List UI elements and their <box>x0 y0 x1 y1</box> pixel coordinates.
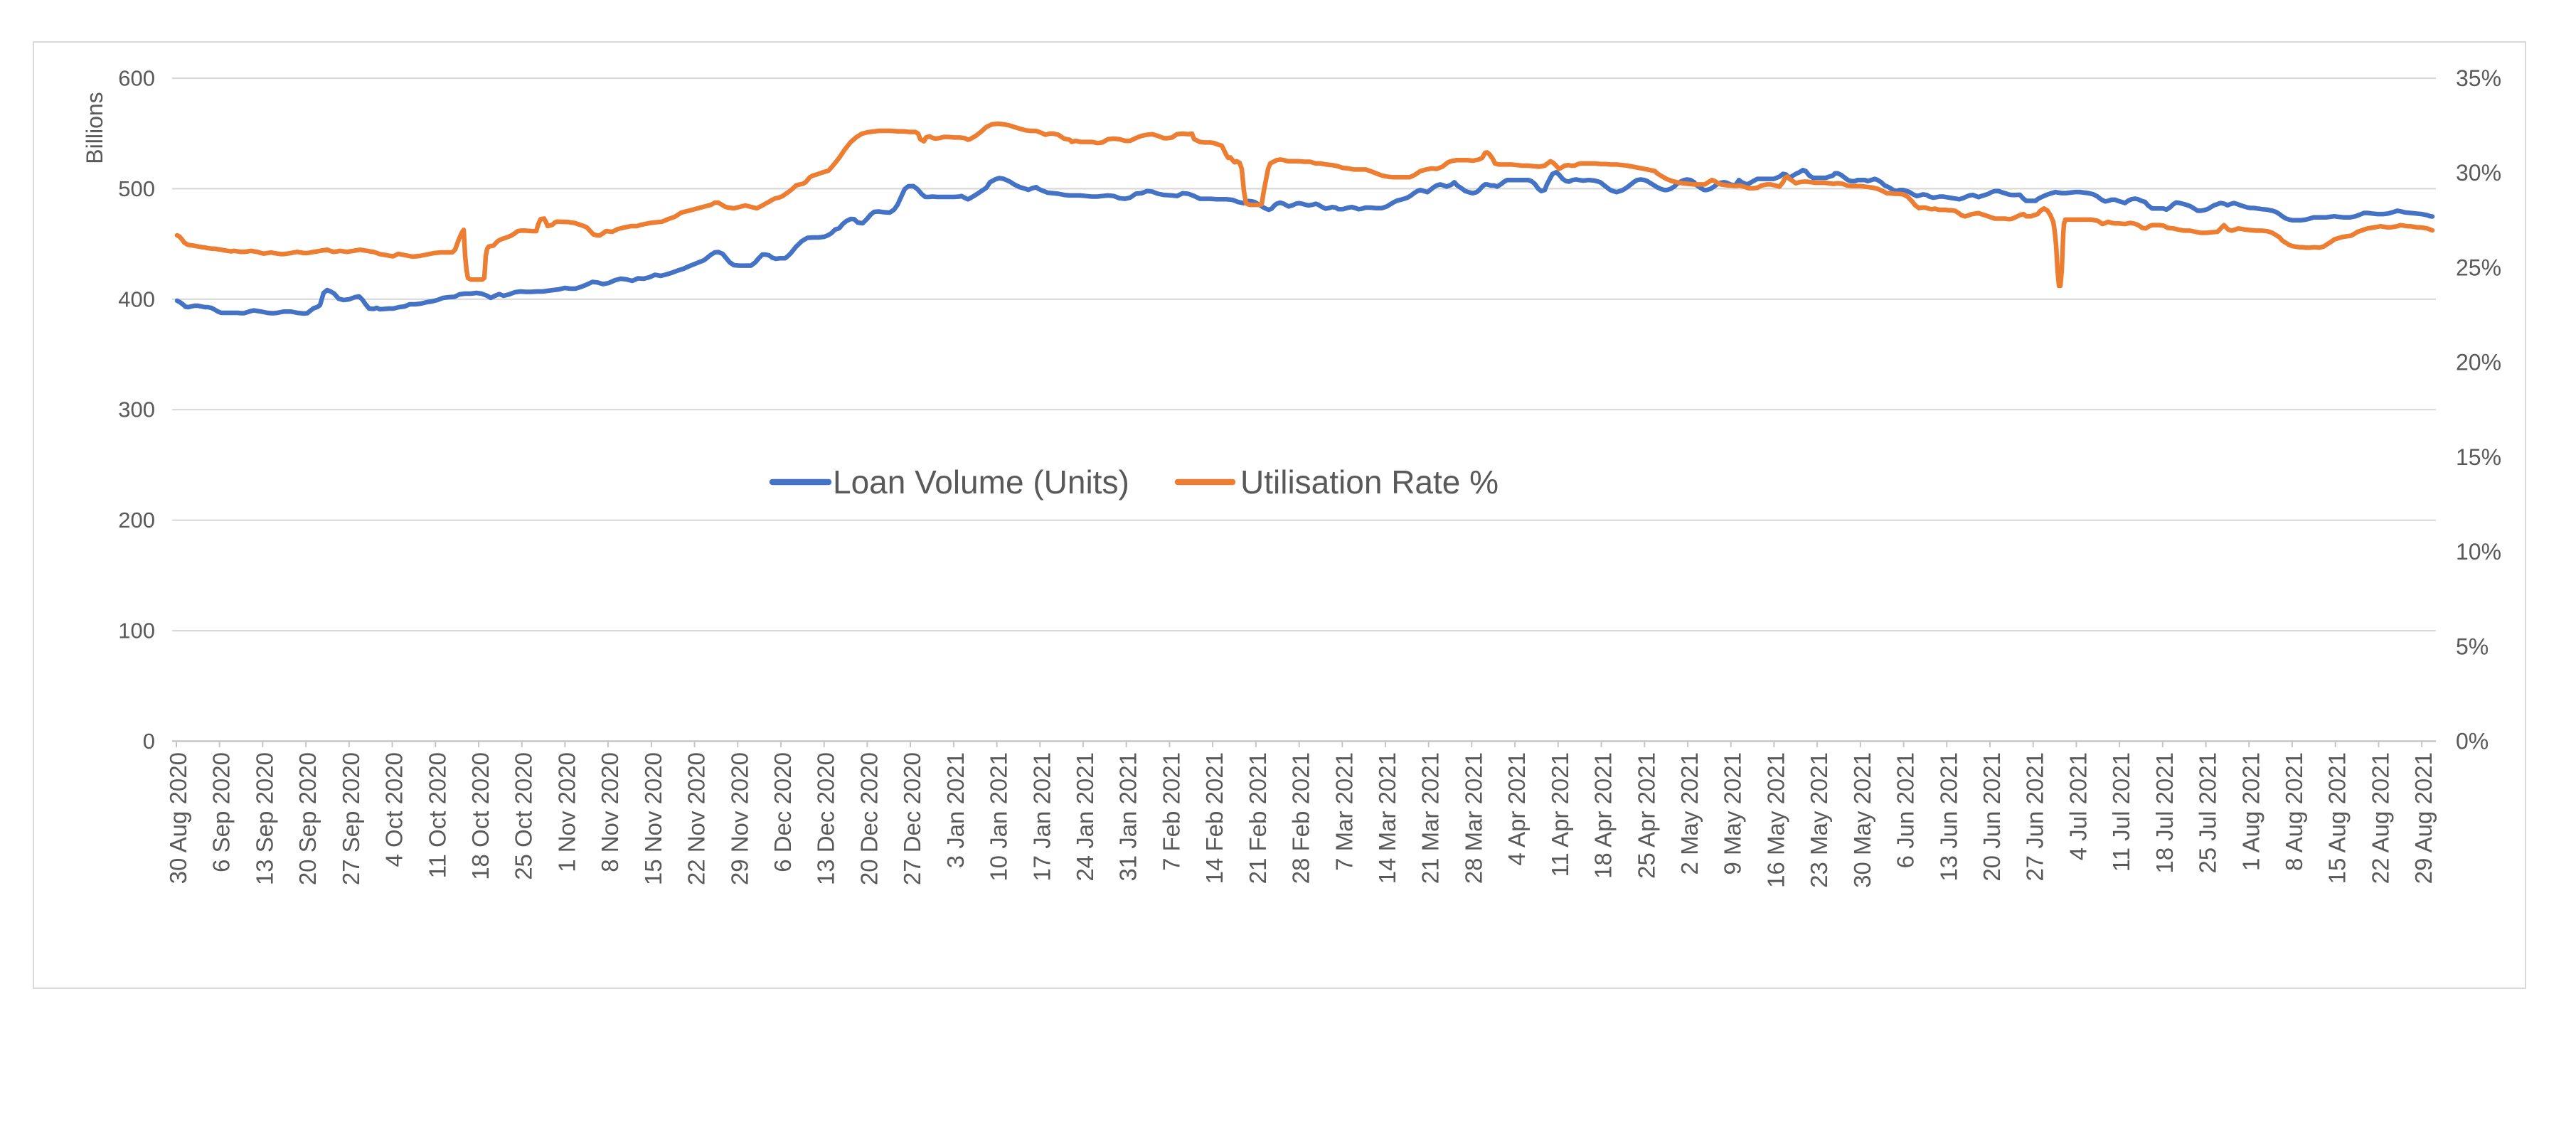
svg-text:11 Oct 2020: 11 Oct 2020 <box>424 752 450 878</box>
svg-text:13 Dec 2020: 13 Dec 2020 <box>813 752 839 885</box>
svg-text:27 Sep 2020: 27 Sep 2020 <box>338 752 364 885</box>
svg-text:8 Nov 2020: 8 Nov 2020 <box>597 752 623 872</box>
svg-text:6 Dec 2020: 6 Dec 2020 <box>770 752 796 872</box>
svg-text:200: 200 <box>118 508 155 533</box>
svg-text:4 Apr 2021: 4 Apr 2021 <box>1503 752 1530 866</box>
svg-text:27 Jun 2021: 27 Jun 2021 <box>2022 752 2048 882</box>
svg-text:11 Apr 2021: 11 Apr 2021 <box>1547 752 1573 877</box>
svg-text:29 Aug 2021: 29 Aug 2021 <box>2410 752 2437 884</box>
svg-text:35%: 35% <box>2456 65 2501 91</box>
svg-text:30 Aug 2020: 30 Aug 2020 <box>165 752 191 884</box>
svg-text:14 Feb 2021: 14 Feb 2021 <box>1201 752 1228 884</box>
svg-text:20 Sep 2020: 20 Sep 2020 <box>294 752 321 885</box>
svg-text:14 Mar 2021: 14 Mar 2021 <box>1374 752 1400 884</box>
svg-text:15%: 15% <box>2456 444 2501 470</box>
svg-text:13 Jun 2021: 13 Jun 2021 <box>1935 752 1962 882</box>
svg-text:30 May 2021: 30 May 2021 <box>1849 752 1875 888</box>
svg-text:6 Jun 2021: 6 Jun 2021 <box>1893 752 1919 868</box>
svg-text:13 Sep 2020: 13 Sep 2020 <box>251 752 277 885</box>
svg-text:16 May 2021: 16 May 2021 <box>1762 752 1789 888</box>
svg-text:2 May 2021: 2 May 2021 <box>1676 752 1703 874</box>
svg-text:15 Nov 2020: 15 Nov 2020 <box>640 752 666 885</box>
svg-text:8 Aug 2021: 8 Aug 2021 <box>2281 752 2307 871</box>
svg-text:31 Jan 2021: 31 Jan 2021 <box>1115 752 1141 882</box>
svg-text:500: 500 <box>118 176 155 201</box>
svg-text:28 Mar 2021: 28 Mar 2021 <box>1460 752 1486 884</box>
svg-text:10 Jan 2021: 10 Jan 2021 <box>986 752 1012 882</box>
svg-text:22 Aug 2021: 22 Aug 2021 <box>2367 752 2393 884</box>
svg-text:18 Apr 2021: 18 Apr 2021 <box>1590 752 1617 879</box>
svg-text:4 Oct 2020: 4 Oct 2020 <box>381 752 408 867</box>
svg-text:5%: 5% <box>2456 633 2489 659</box>
svg-text:23 May 2021: 23 May 2021 <box>1806 752 1832 888</box>
svg-text:30%: 30% <box>2456 160 2501 186</box>
svg-text:20%: 20% <box>2456 350 2501 375</box>
svg-text:22 Nov 2020: 22 Nov 2020 <box>683 752 710 885</box>
svg-text:18 Jul 2021: 18 Jul 2021 <box>2151 752 2178 874</box>
svg-text:21 Mar 2021: 21 Mar 2021 <box>1417 752 1444 884</box>
svg-text:25 Jul 2021: 25 Jul 2021 <box>2195 752 2221 874</box>
svg-text:100: 100 <box>118 619 155 643</box>
svg-text:25 Oct 2020: 25 Oct 2020 <box>511 752 537 880</box>
svg-text:11 Jul 2021: 11 Jul 2021 <box>2108 752 2134 872</box>
svg-text:15 Aug 2021: 15 Aug 2021 <box>2324 752 2351 884</box>
svg-text:24 Jan 2021: 24 Jan 2021 <box>1072 752 1098 882</box>
svg-text:17 Jan 2021: 17 Jan 2021 <box>1028 752 1055 882</box>
svg-text:Loan Volume (Units): Loan Volume (Units) <box>833 464 1129 501</box>
svg-text:4 Jul 2021: 4 Jul 2021 <box>2065 752 2091 860</box>
svg-text:7 Feb 2021: 7 Feb 2021 <box>1158 752 1184 871</box>
svg-text:20 Dec 2020: 20 Dec 2020 <box>856 752 882 885</box>
svg-text:400: 400 <box>118 287 155 311</box>
svg-text:300: 300 <box>118 397 155 422</box>
svg-text:20 Jun 2021: 20 Jun 2021 <box>1979 752 2005 882</box>
svg-text:18 Oct 2020: 18 Oct 2020 <box>467 752 494 880</box>
svg-text:25%: 25% <box>2456 255 2501 280</box>
svg-text:600: 600 <box>118 66 155 91</box>
svg-text:3 Jan 2021: 3 Jan 2021 <box>942 752 969 868</box>
svg-text:Billions: Billions <box>82 92 107 164</box>
svg-text:0%: 0% <box>2456 729 2489 754</box>
svg-text:10%: 10% <box>2456 539 2501 565</box>
svg-text:0: 0 <box>143 729 155 754</box>
svg-text:27 Dec 2020: 27 Dec 2020 <box>899 752 925 885</box>
svg-text:21 Feb 2021: 21 Feb 2021 <box>1245 752 1271 884</box>
svg-text:7 Mar 2021: 7 Mar 2021 <box>1331 752 1357 871</box>
svg-text:28 Feb 2021: 28 Feb 2021 <box>1288 752 1314 884</box>
svg-text:29 Nov 2020: 29 Nov 2020 <box>726 752 752 885</box>
svg-text:Utilisation Rate %: Utilisation Rate % <box>1240 464 1499 501</box>
svg-text:6 Sep 2020: 6 Sep 2020 <box>208 752 235 872</box>
svg-text:25 Apr 2021: 25 Apr 2021 <box>1633 752 1659 879</box>
svg-text:9 May 2021: 9 May 2021 <box>1720 752 1746 874</box>
svg-text:1 Aug 2021: 1 Aug 2021 <box>2237 752 2264 871</box>
svg-text:1 Nov 2020: 1 Nov 2020 <box>553 752 580 872</box>
